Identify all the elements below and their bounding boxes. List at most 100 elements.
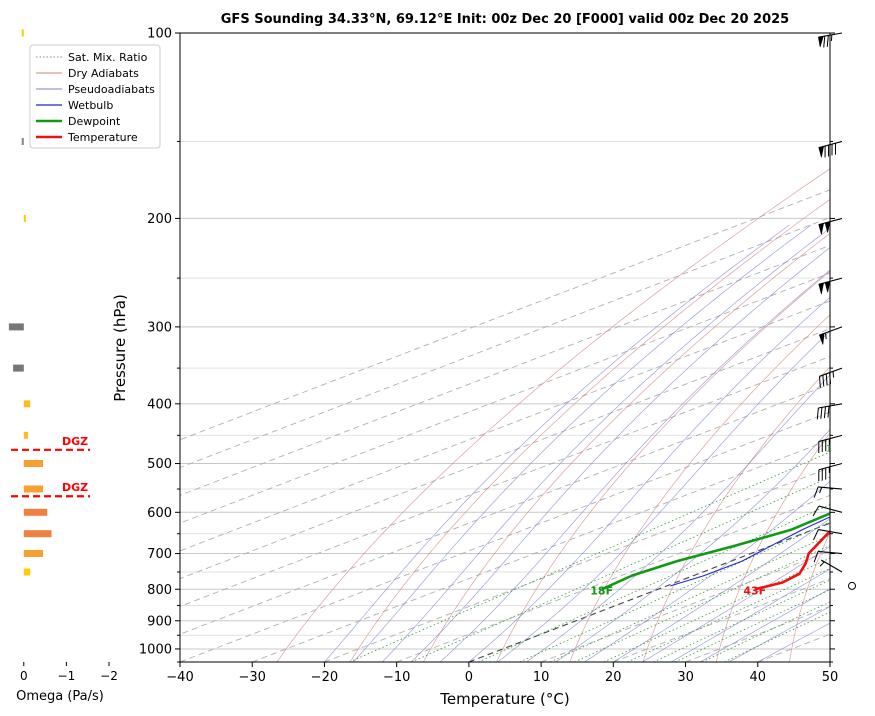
isotherm-line — [396, 494, 830, 662]
profile-labels: 124681013162024303643F18F — [590, 445, 831, 598]
chart-title: GFS Sounding 34.33°N, 69.12°E Init: 00z … — [221, 12, 789, 27]
omega-bar — [21, 138, 24, 145]
y-tick-label: 300 — [147, 320, 172, 335]
wind-barbs — [812, 32, 856, 590]
x-tick-label: 30 — [677, 670, 694, 685]
wind-barb — [816, 403, 843, 420]
wind-barb — [813, 550, 843, 563]
wind-barb — [812, 505, 843, 517]
wind-barb — [818, 217, 843, 235]
dgz-label: DGZ — [62, 481, 88, 494]
isotherm-line — [180, 328, 830, 580]
y-tick-label: 600 — [147, 506, 172, 521]
zero-isotherm — [468, 522, 830, 662]
x-tick-label: 20 — [605, 670, 622, 685]
dry-adiabat — [496, 270, 830, 662]
omega-bar — [8, 323, 24, 331]
x-tick-label: −10 — [383, 670, 410, 685]
wind-barb — [818, 462, 843, 482]
background-grid — [180, 33, 830, 662]
wind-barb-calm — [848, 581, 856, 590]
dry-adiabat — [569, 314, 830, 662]
omega-bar — [13, 364, 24, 372]
isotherm-line — [180, 383, 830, 635]
pseudoadiabat — [497, 330, 830, 662]
omega-bar — [23, 530, 52, 538]
legend-label: Pseudoadiabats — [68, 83, 155, 96]
y-axis-label: Pressure (hPa) — [111, 294, 129, 402]
wind-barb — [818, 434, 843, 453]
x-tick-label: −30 — [238, 670, 265, 685]
surface-dewpoint-label: 18F — [590, 584, 613, 597]
pseudoadiabat — [555, 429, 830, 662]
legend: Sat. Mix. Ratio Dry Adiabats Pseudoadiabat… — [29, 44, 161, 149]
x-axis-label: Temperature (°C) — [439, 690, 569, 708]
dry-adiabat — [642, 366, 830, 662]
mixing-ratio-line — [674, 589, 830, 662]
wind-barb — [818, 277, 843, 295]
x-tick-label: 50 — [822, 670, 839, 685]
y-tick-label: 1000 — [139, 642, 172, 657]
y-tick-label: 400 — [147, 397, 172, 412]
legend-label: Dewpoint — [68, 115, 121, 128]
omega-axis-label: Omega (Pa/s) — [16, 689, 104, 704]
pseudoadiabat — [670, 568, 830, 662]
pseudoadiabat — [353, 224, 812, 662]
pseudoadiabat — [699, 588, 830, 662]
omega-tick-label: −2 — [100, 669, 118, 683]
profile-lines — [601, 512, 830, 591]
mixing-ratio-line — [653, 579, 830, 662]
pseudoadiabat — [526, 374, 830, 662]
pseudoadiabat — [324, 224, 790, 662]
omega-bar — [23, 485, 43, 493]
omega-bar — [23, 508, 48, 516]
dewpoint-line — [601, 512, 830, 591]
mixing-ratio-line — [603, 557, 830, 662]
pseudoadiabat — [613, 518, 830, 662]
legend-label: Wetbulb — [68, 99, 113, 112]
temperature-line — [754, 530, 830, 591]
x-tick-label: −40 — [166, 670, 193, 685]
dry-adiabat — [276, 168, 830, 662]
pseudoadiabat — [468, 296, 830, 662]
wind-barb — [813, 529, 843, 541]
wind-barb — [818, 367, 843, 388]
pseudoadiabat — [410, 247, 830, 662]
legend-box — [29, 44, 161, 149]
omega-bar — [21, 29, 24, 37]
wind-barb — [819, 559, 843, 573]
omega-bar — [23, 431, 29, 439]
omega-bar — [23, 550, 43, 557]
isotherm-line — [324, 467, 830, 662]
x-tick-label: 10 — [533, 670, 550, 685]
wind-barb — [813, 486, 843, 498]
y-tick-label: 100 — [147, 27, 172, 42]
omega-tick-label: 0 — [20, 669, 28, 683]
x-axis: −40 −30 −20 −10 0 10 20 30 40 50 — [166, 662, 838, 685]
x-tick-label: 40 — [750, 670, 767, 685]
dry-adiabat — [715, 432, 830, 662]
pseudoadiabat — [728, 606, 830, 662]
omega-bar — [23, 568, 31, 576]
legend-label: Temperature — [67, 131, 138, 144]
pseudoadiabat — [642, 546, 830, 662]
y-tick-label: 700 — [147, 547, 172, 562]
mixing-ratio-line — [478, 504, 830, 662]
y-axis: 100 200 300 400 500 600 700 800 900 1000 — [139, 27, 835, 663]
isotherm-line — [252, 439, 830, 662]
y-tick-label: 800 — [147, 583, 172, 598]
x-tick-label: −20 — [311, 670, 338, 685]
dry-adiabat — [789, 531, 830, 662]
plot-frame — [179, 32, 831, 663]
legend-label: Dry Adiabats — [68, 67, 139, 80]
surface-temperature-label: 43F — [743, 584, 766, 597]
isotherm-line — [180, 355, 830, 607]
wetbulb-line — [670, 516, 830, 587]
y-tick-label: 500 — [147, 457, 172, 472]
wind-barb — [819, 326, 843, 345]
legend-label: Sat. Mix. Ratio — [68, 51, 148, 64]
pseudoadiabat — [381, 227, 830, 662]
pseudoadiabat — [757, 622, 830, 662]
omega-bar — [23, 400, 31, 408]
mixing-ratio-line — [349, 451, 830, 662]
